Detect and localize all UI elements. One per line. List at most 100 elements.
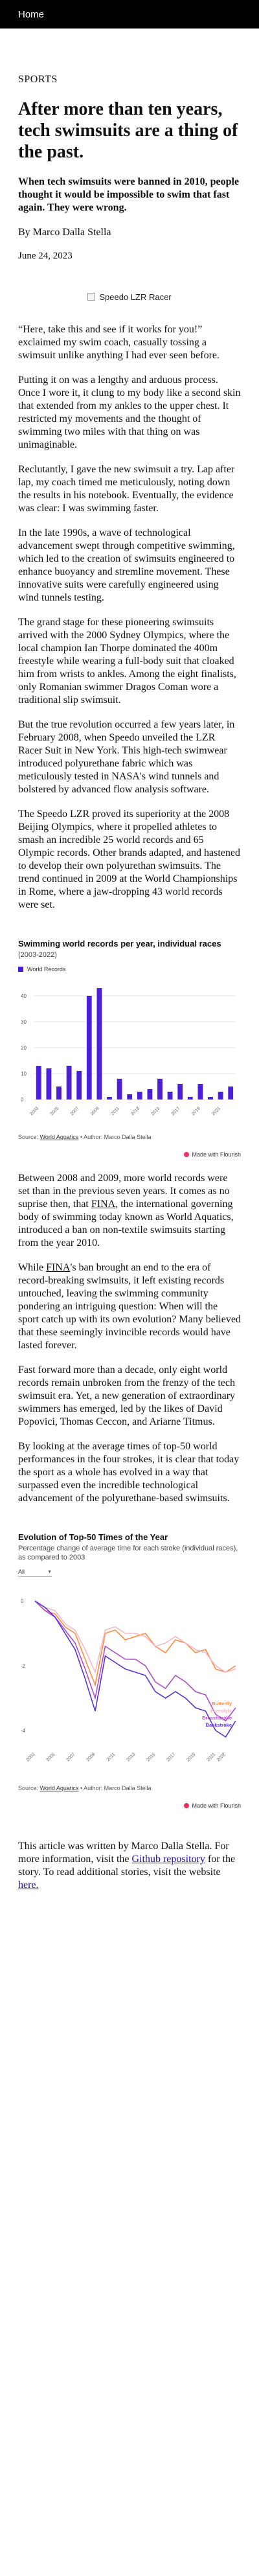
y-tick-label: 30 [21, 1019, 27, 1025]
fina-abbr[interactable]: FINA [91, 1199, 116, 1210]
x-tick-label: 2015 [146, 1752, 156, 1762]
series-line-breaststroke[interactable] [34, 1600, 236, 1722]
bar[interactable] [66, 1066, 72, 1099]
stroke-select[interactable]: All ▼ [18, 1567, 52, 1577]
bar[interactable] [117, 1079, 122, 1099]
x-tick-label: 2017 [171, 1106, 181, 1116]
x-tick-label: 2013 [130, 1106, 141, 1116]
bar[interactable] [197, 1084, 203, 1099]
chart-source: Source: World Aquatics • Author: Marco D… [18, 1134, 152, 1140]
top50-times-chart: Evolution of Top-50 Times of the Year Pe… [18, 1532, 241, 1809]
paragraph: In the late 1990s, a wave of technologic… [18, 527, 235, 603]
series-line-backstroke[interactable] [34, 1600, 236, 1738]
bar-chart-svg: 0 10 20 30 40 2003 2005 2007 2009 2011 2013 2015 201… [21, 988, 236, 1116]
x-tick-label: 2022 [216, 1752, 227, 1762]
chart-subtitle: Percentage change of average time for ea… [18, 1545, 238, 1561]
paragraph: The Speedo LZR proved its superiority at… [18, 809, 240, 910]
article-dek: When tech swimsuits were banned in 2010,… [18, 176, 240, 213]
x-tick-label: 2011 [106, 1752, 117, 1762]
publish-date: June 24, 2023 [18, 251, 73, 261]
paragraph: But the true revolution occurred a few y… [18, 719, 235, 795]
paragraph: The grand stage for these pioneering swi… [18, 617, 236, 706]
author-note: This article was written by Marco Dalla … [18, 1841, 236, 1891]
bar[interactable] [177, 1084, 183, 1099]
x-tick-label: 2017 [166, 1752, 176, 1762]
x-tick-label: 2005 [45, 1752, 56, 1762]
headline: After more than ten years, tech swimsuit… [18, 99, 238, 162]
legend-label: World Records [27, 966, 66, 972]
chart-subtitle: (2003-2022) [18, 951, 57, 959]
x-tick-label: 2003 [29, 1106, 39, 1116]
bar[interactable] [187, 1097, 193, 1099]
y-tick-label: -4 [21, 1728, 26, 1734]
chart-title: Swimming world records per year, individ… [18, 939, 221, 949]
series-line-freestyle[interactable] [34, 1600, 236, 1674]
top-navbar: Home [0, 0, 259, 29]
bar[interactable] [218, 1092, 223, 1099]
source-link[interactable]: World Aquatics [39, 1134, 79, 1140]
x-tick-label: 2007 [70, 1106, 80, 1116]
hero-image-alt: Speedo LZR Racer [99, 292, 172, 302]
y-tick-label: 10 [21, 1071, 27, 1077]
bar[interactable] [76, 1071, 82, 1099]
legend-swatch [18, 967, 23, 972]
x-tick-label: 2005 [49, 1106, 60, 1116]
bar[interactable] [147, 1089, 153, 1099]
bar[interactable] [96, 988, 102, 1099]
x-tick-label: 2021 [211, 1106, 221, 1116]
paragraph: By looking at the average times of top-5… [18, 1441, 240, 1504]
bar[interactable] [228, 1087, 234, 1099]
hero-image: Speedo LZR Racer [18, 290, 241, 304]
world-records-chart: Swimming world records per year, individ… [18, 939, 241, 1158]
flourish-badge[interactable]: Made with Flourish [18, 1151, 241, 1158]
flourish-badge[interactable]: Made with Flourish [18, 1802, 241, 1809]
section-label: SPORTS [18, 74, 58, 85]
home-link[interactable]: Home [18, 8, 45, 20]
paragraph: “Here, take this and see if it works for… [18, 324, 220, 361]
paragraph: Reclutantly, I gave the new swimsuit a t… [18, 464, 235, 514]
x-tick-label: 2019 [191, 1106, 201, 1116]
y-tick-label: 0 [21, 1097, 24, 1103]
bar[interactable] [127, 1094, 133, 1099]
bar[interactable] [167, 1092, 173, 1099]
legend-label: Freestyle [210, 1708, 232, 1714]
bar[interactable] [137, 1092, 142, 1099]
chevron-down-icon: ▼ [47, 1569, 52, 1574]
article: SPORTS After more than ten years, tech s… [0, 73, 259, 1911]
bar[interactable] [107, 1097, 112, 1099]
x-tick-label: 2007 [65, 1752, 76, 1762]
legend-label: Backstroke [206, 1722, 232, 1728]
chart-legend: World Records [18, 966, 241, 972]
chart-title: Evolution of Top-50 Times of the Year [18, 1532, 168, 1542]
x-tick-label: 2015 [150, 1106, 161, 1116]
flourish-logo-icon [184, 1152, 190, 1157]
bar[interactable] [36, 1066, 41, 1099]
bar[interactable] [46, 1068, 52, 1099]
x-tick-label: 2019 [186, 1752, 196, 1762]
flourish-logo-icon [184, 1803, 190, 1808]
x-tick-label: 2009 [90, 1106, 100, 1116]
source-link[interactable]: World Aquatics [39, 1785, 79, 1791]
series-line-butterfly[interactable] [34, 1600, 236, 1687]
x-tick-label: 2011 [110, 1106, 120, 1116]
website-link[interactable]: here. [18, 1880, 39, 1891]
paragraph: While FINA's ban brought an end to the e… [18, 1262, 241, 1351]
bar[interactable] [157, 1079, 163, 1099]
paragraph: Between 2008 and 2009, more world record… [18, 1173, 234, 1248]
y-tick-label: -2 [21, 1663, 26, 1669]
byline: By Marco Dalla Stella [18, 227, 111, 238]
chart-source: Source: World Aquatics • Author: Marco D… [18, 1785, 152, 1791]
fina-abbr[interactable]: FINA [46, 1262, 71, 1273]
github-link[interactable]: Github repository [131, 1854, 205, 1865]
line-chart-svg: 0 -2 -4 ButterflyFreestyleBreaststrokeBacks… [21, 1598, 236, 1762]
bar[interactable] [56, 1087, 62, 1099]
y-tick-label: 0 [21, 1598, 24, 1604]
x-tick-label: 2003 [25, 1752, 36, 1762]
paragraph: Fast forward more than a decade, only ei… [18, 1364, 236, 1427]
legend-label: Breaststroke [202, 1715, 232, 1721]
x-tick-label: 2009 [85, 1752, 96, 1762]
paragraph: Putting it on was a lengthy and arduous … [18, 374, 241, 450]
bar[interactable] [86, 996, 92, 1099]
bar[interactable] [208, 1097, 213, 1099]
legend-label: Butterfly [212, 1701, 232, 1707]
